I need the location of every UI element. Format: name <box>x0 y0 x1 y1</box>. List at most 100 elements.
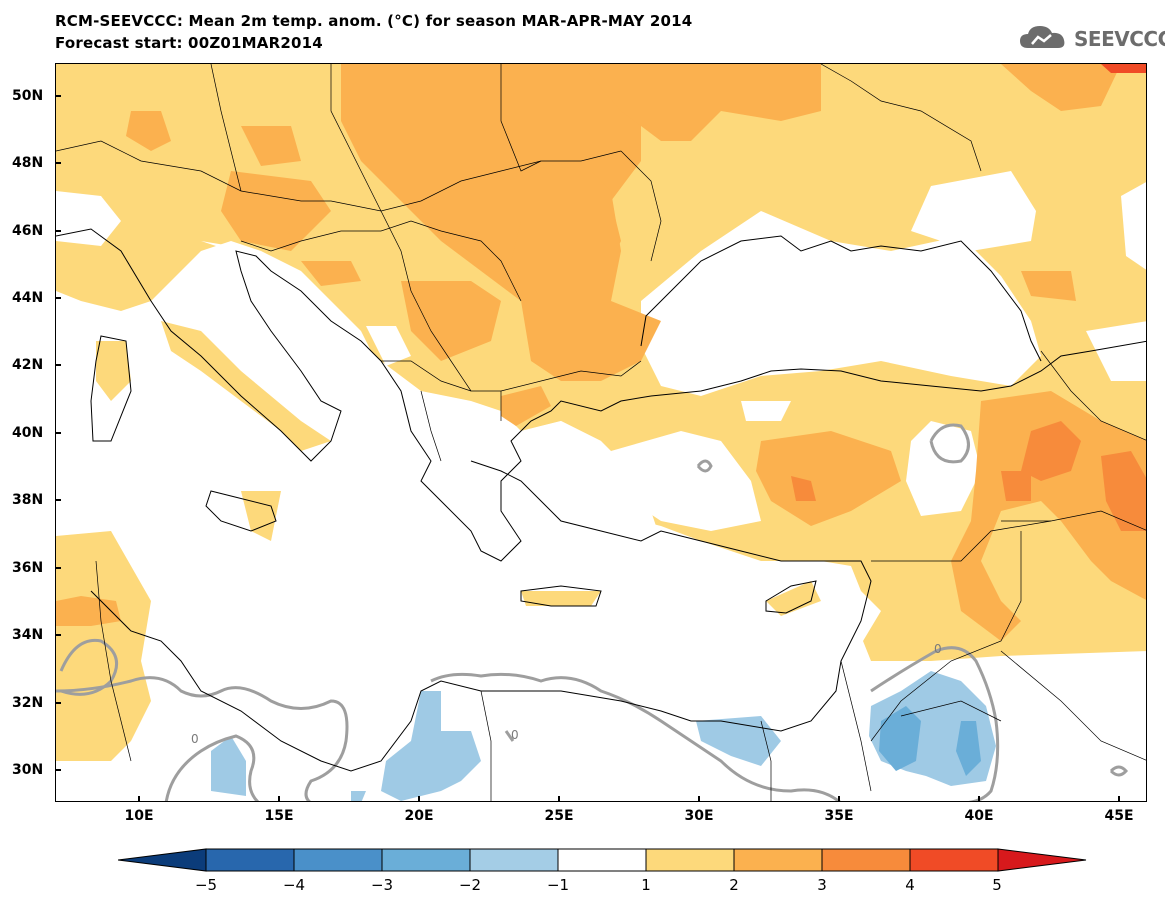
logo-text: SEEVCCC <box>1074 27 1165 51</box>
lat-tick <box>55 634 61 636</box>
lon-label: 20E <box>404 808 434 824</box>
anomaly-region-2-3 <box>511 161 661 381</box>
colorbar-label: 3 <box>817 876 827 894</box>
colorbar <box>118 848 1087 872</box>
colorbar-swatch <box>733 848 823 872</box>
colorbar-swatch <box>381 848 471 872</box>
lon-tick <box>1118 796 1120 802</box>
anomaly-region-1-2 <box>96 341 131 401</box>
colorbar-swatch <box>909 848 999 872</box>
zero-contour-lines <box>56 423 1128 801</box>
lon-label: 40E <box>964 808 994 824</box>
lon-tick <box>138 796 140 802</box>
lon-label: 15E <box>264 808 294 824</box>
coastlines <box>56 228 1146 772</box>
lat-label: 44N <box>12 290 44 306</box>
anomaly-region-2-3 <box>501 386 551 426</box>
contour-label: 0 <box>934 642 942 656</box>
colorbar-label: −3 <box>370 876 394 894</box>
anomaly-white-region <box>741 401 791 421</box>
lon-tick <box>978 796 980 802</box>
cloud-logo-icon <box>1020 26 1065 48</box>
colorbar-swatch <box>205 848 295 872</box>
anomaly-region-1-2 <box>521 591 601 606</box>
anomaly-region-4-5 <box>1101 64 1146 73</box>
colorbar-label: −1 <box>546 876 570 894</box>
anomaly-region-neg-1-2 <box>696 716 781 766</box>
anomaly-region-1-2 <box>241 491 281 541</box>
anomaly-region-1-2 <box>56 531 151 761</box>
map-panel: 0 0 0 <box>55 63 1147 802</box>
anomaly-white-region <box>906 421 981 516</box>
lat-tick <box>55 162 61 164</box>
lat-label: 30N <box>12 762 44 778</box>
lon-tick <box>698 796 700 802</box>
anomaly-region-2-3 <box>1001 64 1121 111</box>
anomaly-region-2-3 <box>1021 271 1076 301</box>
lon-tick <box>558 796 560 802</box>
lat-tick <box>55 432 61 434</box>
anomaly-region-3-4 <box>1101 451 1146 531</box>
anomaly-white-region <box>611 431 761 531</box>
anomaly-white-region <box>1121 182 1146 270</box>
colorbar-label: −5 <box>194 876 218 894</box>
anomaly-region-2-3 <box>221 171 331 251</box>
lat-tick <box>55 567 61 569</box>
lat-label: 50N <box>12 88 44 104</box>
colorbar-swatch <box>293 848 383 872</box>
anomaly-region-3-4 <box>791 476 816 501</box>
anomaly-region-3-4 <box>1001 471 1031 501</box>
contour-label: 0 <box>511 728 519 742</box>
anomaly-region-2-3 <box>581 64 821 141</box>
lon-label: 10E <box>124 808 154 824</box>
lat-tick <box>55 95 61 97</box>
anomaly-region-neg-1-2 <box>351 791 366 801</box>
lon-tick <box>838 796 840 802</box>
colorbar-label: 5 <box>992 876 1002 894</box>
anomaly-region-1-2 <box>161 321 331 451</box>
lon-label: 25E <box>544 808 574 824</box>
anomaly-region-2-3 <box>126 111 171 151</box>
anomaly-white-region <box>911 171 1036 251</box>
colorbar-arrow-left <box>118 848 207 872</box>
colorbar-label: 2 <box>729 876 739 894</box>
forecast-start-label: Forecast start: 00Z01MAR2014 <box>55 34 323 52</box>
lat-label: 34N <box>12 627 44 643</box>
lon-tick <box>278 796 280 802</box>
anomaly-white-region <box>366 326 411 366</box>
contour-label: 0 <box>191 732 199 746</box>
anomaly-region-2-3 <box>241 126 301 166</box>
anomaly-region-2-3 <box>756 431 901 526</box>
lat-tick <box>55 499 61 501</box>
lat-tick <box>55 230 61 232</box>
lat-tick <box>55 769 61 771</box>
country-borders <box>56 64 1146 801</box>
anomaly-white-region <box>201 241 661 561</box>
colorbar-swatch <box>469 848 559 872</box>
anomaly-region-neg-2-3 <box>956 721 981 776</box>
lon-tick <box>418 796 420 802</box>
anomaly-white-region <box>1086 321 1146 381</box>
colorbar-label: 4 <box>905 876 915 894</box>
lon-label: 30E <box>684 808 714 824</box>
anomaly-region-neg-1-2 <box>211 736 246 796</box>
anomaly-region-neg-1-2 <box>381 691 481 801</box>
lon-label: 35E <box>824 808 854 824</box>
lat-label: 38N <box>12 492 44 508</box>
anomaly-region-3-4 <box>1021 421 1081 481</box>
lon-label: 45E <box>1104 808 1134 824</box>
colorbar-label: −2 <box>458 876 482 894</box>
colorbar-label: 1 <box>641 876 651 894</box>
lat-tick <box>55 297 61 299</box>
lat-tick <box>55 364 61 366</box>
colorbar-label: −4 <box>282 876 306 894</box>
anomaly-region-2-3 <box>56 596 121 626</box>
lat-label: 46N <box>12 223 44 239</box>
anomaly-region-1-2 <box>766 581 821 616</box>
map-title: RCM-SEEVCCC: Mean 2m temp. anom. (°C) fo… <box>55 12 693 30</box>
lat-label: 32N <box>12 695 44 711</box>
lat-tick <box>55 702 61 704</box>
anomaly-region-2-3 <box>301 261 361 286</box>
colorbar-arrow-right <box>997 848 1087 872</box>
lat-label: 42N <box>12 357 44 373</box>
